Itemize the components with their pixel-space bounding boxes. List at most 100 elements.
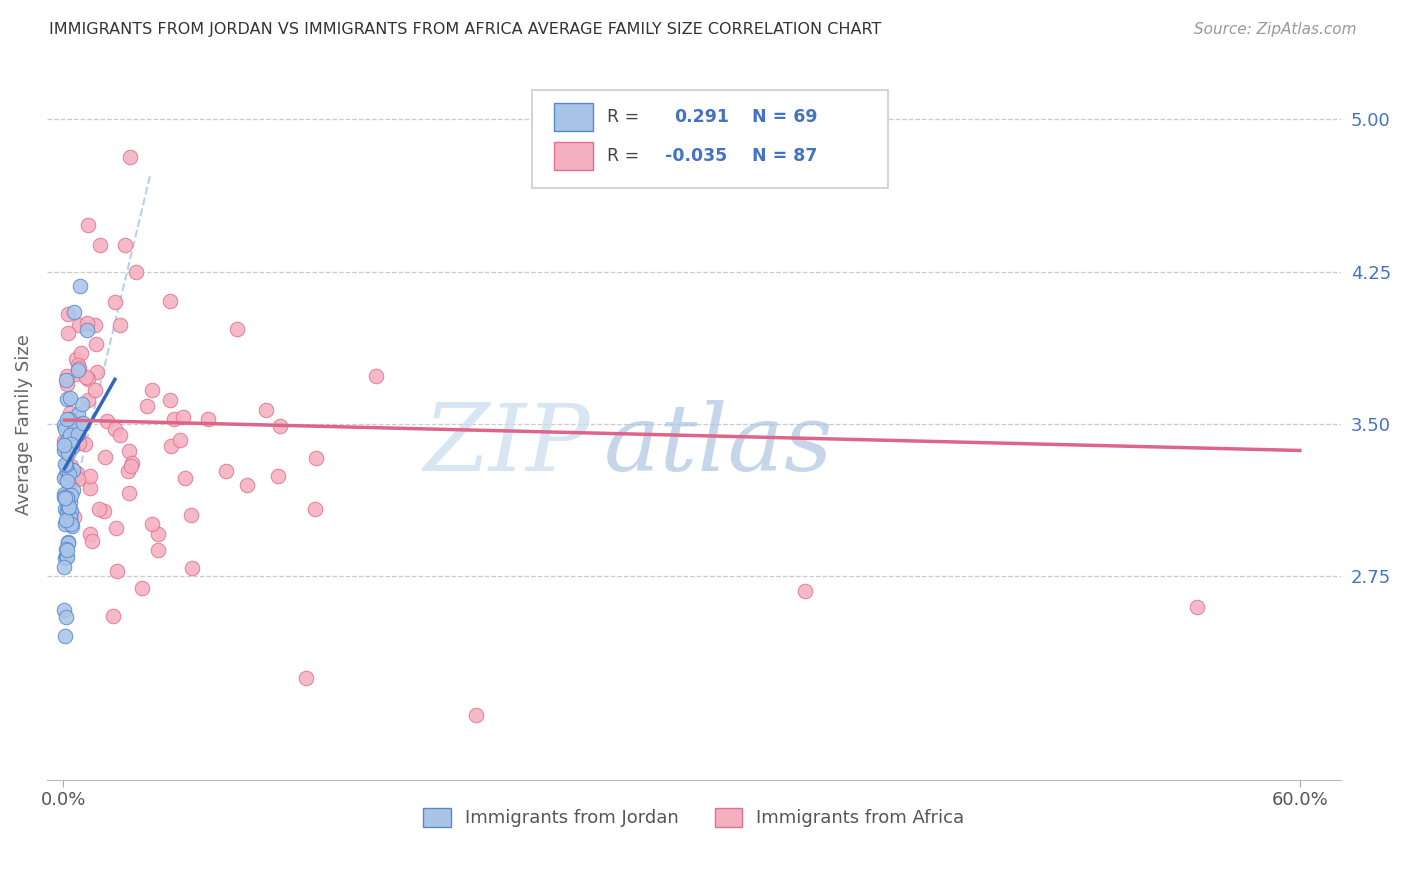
Point — [124, 265, 146, 279]
Y-axis label: Average Family Size: Average Family Size — [15, 334, 32, 515]
Point — [55, 373, 77, 387]
Point — [59, 428, 82, 442]
Point — [63, 510, 86, 524]
Point — [72, 416, 94, 430]
Point — [141, 516, 163, 531]
Point — [267, 468, 290, 483]
Point — [77, 218, 100, 232]
Point — [94, 450, 117, 465]
Point — [53, 516, 76, 531]
FancyBboxPatch shape — [533, 90, 889, 188]
Point — [96, 414, 118, 428]
Point — [67, 363, 90, 377]
Point — [69, 279, 91, 293]
Point — [75, 369, 97, 384]
Point — [58, 326, 80, 340]
Point — [254, 402, 277, 417]
Point — [55, 474, 77, 488]
Point — [79, 481, 101, 495]
Point — [59, 459, 82, 474]
Point — [52, 471, 75, 485]
Point — [86, 365, 108, 379]
Point — [163, 412, 186, 426]
Point — [59, 517, 82, 532]
Point — [76, 316, 98, 330]
Point — [169, 433, 191, 447]
Point — [174, 471, 197, 485]
Point — [66, 467, 89, 481]
Point — [60, 440, 83, 454]
Point — [56, 536, 79, 550]
Point — [794, 583, 817, 598]
Point — [159, 293, 181, 308]
Point — [55, 549, 77, 564]
Text: -0.035: -0.035 — [665, 147, 728, 165]
Point — [105, 521, 128, 535]
Point — [63, 421, 86, 435]
Point — [62, 417, 84, 431]
Point — [104, 422, 127, 436]
Point — [89, 238, 111, 252]
Text: IMMIGRANTS FROM JORDAN VS IMMIGRANTS FROM AFRICA AVERAGE FAMILY SIZE CORRELATION: IMMIGRANTS FROM JORDAN VS IMMIGRANTS FRO… — [49, 22, 882, 37]
Point — [55, 513, 77, 527]
Point — [56, 392, 79, 406]
Text: R =: R = — [607, 108, 640, 126]
Point — [56, 549, 79, 564]
Point — [120, 459, 142, 474]
Point — [160, 439, 183, 453]
Point — [56, 513, 79, 527]
Point — [118, 150, 141, 164]
Point — [159, 393, 181, 408]
Point — [55, 458, 77, 472]
Point — [55, 491, 77, 505]
Point — [76, 323, 98, 337]
Point — [52, 559, 75, 574]
Point — [56, 504, 79, 518]
Point — [52, 487, 75, 501]
Point — [63, 471, 86, 485]
Point — [56, 534, 79, 549]
Point — [464, 707, 486, 722]
Point — [58, 476, 80, 491]
Point — [62, 463, 84, 477]
Point — [121, 456, 143, 470]
Point — [58, 467, 80, 481]
Point — [55, 443, 77, 458]
Point — [52, 438, 75, 452]
Point — [53, 551, 76, 566]
Point — [67, 435, 90, 450]
Point — [180, 508, 202, 523]
Point — [53, 491, 76, 505]
Point — [53, 490, 76, 504]
Point — [101, 609, 124, 624]
Point — [67, 360, 90, 375]
Point — [56, 493, 79, 508]
Point — [56, 501, 79, 516]
Point — [225, 322, 247, 336]
Point — [141, 383, 163, 397]
Point — [58, 509, 80, 524]
Point — [69, 318, 91, 333]
Point — [52, 603, 75, 617]
Point — [60, 504, 83, 518]
Point — [77, 372, 100, 386]
Point — [172, 410, 194, 425]
Point — [62, 305, 84, 319]
Point — [84, 337, 107, 351]
Point — [56, 377, 79, 392]
Point — [148, 527, 170, 541]
Point — [53, 629, 76, 643]
FancyBboxPatch shape — [554, 142, 593, 170]
Text: N = 69: N = 69 — [752, 108, 818, 126]
Text: ZIP: ZIP — [423, 401, 591, 491]
Point — [65, 367, 87, 381]
Point — [73, 437, 96, 451]
Text: 0.291: 0.291 — [675, 108, 730, 126]
Point — [236, 478, 259, 492]
Point — [55, 434, 77, 449]
Point — [55, 542, 77, 557]
Point — [59, 495, 82, 509]
Point — [66, 358, 89, 372]
Point — [53, 468, 76, 483]
Point — [304, 501, 326, 516]
